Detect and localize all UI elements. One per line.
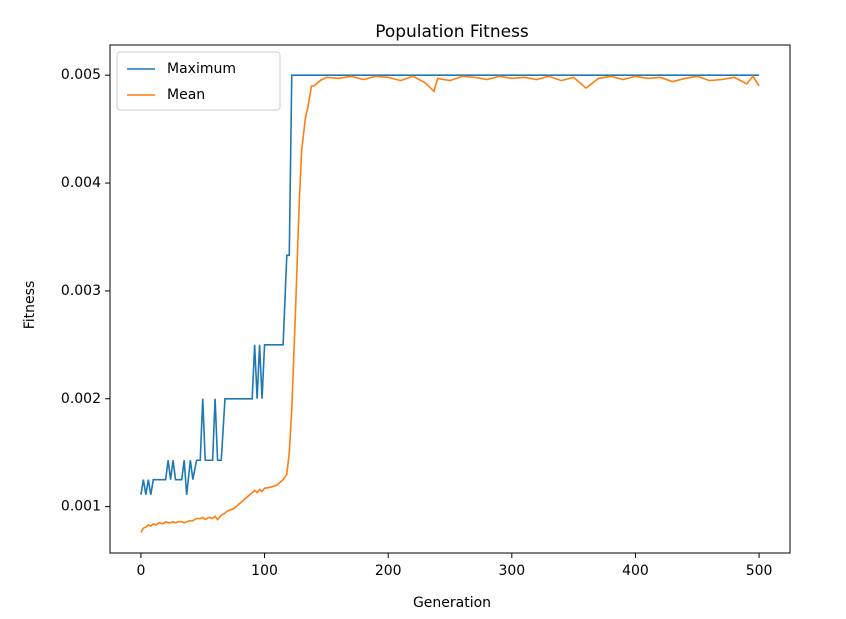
plot-frame (109, 44, 791, 554)
x-tick-label: 0 (136, 563, 145, 579)
x-tick-label: 200 (375, 563, 402, 579)
x-tick-label: 300 (498, 563, 525, 579)
x-tick-label: 400 (622, 563, 649, 579)
y-axis-label: Fitness (22, 281, 38, 330)
y-tick-label: 0.001 (61, 499, 101, 515)
legend-box (116, 51, 281, 111)
y-tick-label: 0.004 (61, 175, 101, 191)
y-tick-label: 0.003 (61, 283, 101, 299)
legend-label: Mean (167, 87, 205, 103)
chart-title: Population Fitness (375, 22, 529, 42)
series-line (140, 74, 760, 533)
x-axis-label: Generation (413, 595, 491, 611)
y-tick-label: 0.005 (61, 67, 101, 83)
series-line (140, 74, 760, 495)
legend-label: Maximum (167, 61, 236, 77)
x-tick-label: 100 (251, 563, 278, 579)
y-tick-label: 0.002 (61, 391, 101, 407)
x-tick-label: 500 (746, 563, 773, 579)
